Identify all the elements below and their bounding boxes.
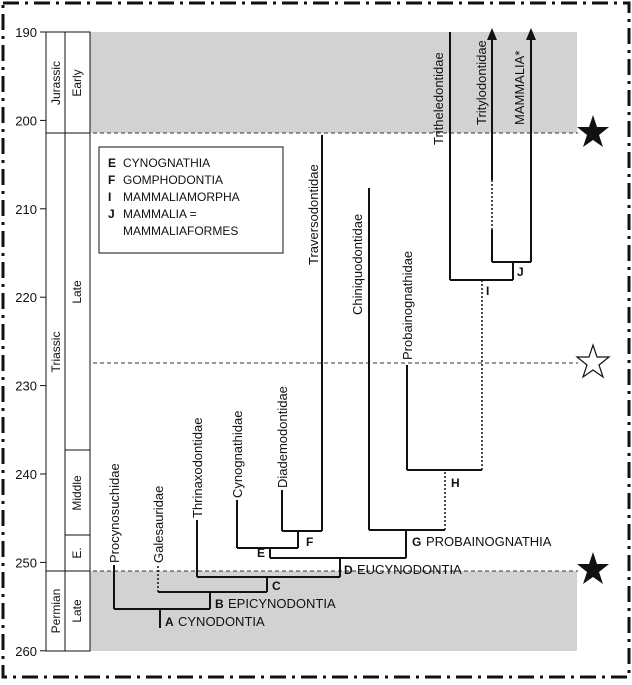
node-letter-a: A [165,615,174,629]
age-tick-label: 210 [15,202,37,217]
taxon-label-galesauridae: Galesauridae [151,486,166,563]
legend-letter-e: E [108,156,116,170]
legend-letter-i: I [108,190,111,204]
epoch-label-early-triassic: E. [70,547,84,558]
arrowhead-mammalia [526,28,536,40]
node-letter-j: J [517,265,524,279]
epoch-label-early-jurassic: Early [70,69,84,96]
age-tick-label: 200 [15,113,37,128]
epoch-label-late-permian: Late [70,599,84,623]
taxon-label-diademodontidae: Diademodontidae [275,386,290,488]
arrowhead-tritylodontidae [487,28,497,40]
node-name-eucynodontia: EUCYNODONTIA [357,562,462,577]
ghost-lineages [157,32,493,592]
age-tick-label: 230 [15,379,37,394]
legend-text-cynognathia: CYNOGNATHIA [123,156,210,170]
epoch-label-late-triassic: Late [70,280,84,304]
legend-text-mammaliaformes: MAMMALIAFORMES [123,224,238,238]
node-letter-f: F [306,535,313,549]
taxon-label-tritylodontidae: Tritylodontidae [474,40,489,125]
node-letter-g: G [412,535,421,549]
age-tick-label: 220 [15,290,37,305]
taxon-label-chiniquodontidae: Chiniquodontidae [350,214,365,315]
age-tick-label: 240 [15,467,37,482]
tree-branches [113,32,532,628]
age-tick-label: 190 [15,25,37,40]
node-letter-h: H [451,476,460,490]
jurassic-band [65,32,577,133]
node-letter-i: I [486,284,489,298]
legend-box: E CYNOGNATHIA F GOMPHODONTIA I MAMMALIAM… [98,146,284,254]
period-label-jurassic: Jurassic [49,61,63,105]
period-label-triassic: Triassic [49,332,63,373]
taxon-label-tritheledontidae: Tritheledontidae [431,52,446,145]
taxon-label-cynognathidae: Cynognathidae [230,411,245,498]
taxon-label-probainognathidae: Probainognathidae [400,251,415,360]
node-letter-d: D [344,563,353,577]
node-letter-b: B [215,597,224,611]
legend-text-mammalia: MAMMALIA = [123,207,197,221]
geologic-scale [45,31,91,652]
permian-band [65,571,577,651]
legend-text-gomphodontia: GOMPHODONTIA [123,173,223,187]
taxon-label-procynosuchidae: Procynosuchidae [107,463,122,563]
filled-star-icon-permian-triassic [577,552,609,584]
legend-text-mammaliamorpha: MAMMALIAMORPHA [123,190,240,204]
taxon-label-traversodontidae: Traversodontidae [306,164,321,265]
node-name-probainognathia: PROBAINOGNATHIA [426,534,552,549]
node-letter-c: C [272,579,281,593]
open-star-icon-carnian [575,343,611,379]
node-name-cynodontia: CYNODONTIA [178,614,265,629]
legend-letter-j: J [108,207,115,221]
period-label-permian: Permian [49,589,63,634]
age-tick-label: 260 [15,644,37,659]
taxon-label-thrinaxodontidae: Thrinaxodontidae [190,418,205,518]
legend-letter-f: F [108,173,115,187]
node-name-epicynodontia: EPICYNODONTIA [228,596,336,611]
age-tick-label: 250 [15,555,37,570]
filled-star-icon-triassic-jurassic [577,115,609,147]
taxon-label-mammalia: MAMMALIA* [512,51,527,125]
age-axis: 190 200 210 220 230 240 250 260 [15,25,46,659]
epoch-label-middle-triassic: Middle [70,475,84,511]
node-letter-e: E [257,546,265,560]
